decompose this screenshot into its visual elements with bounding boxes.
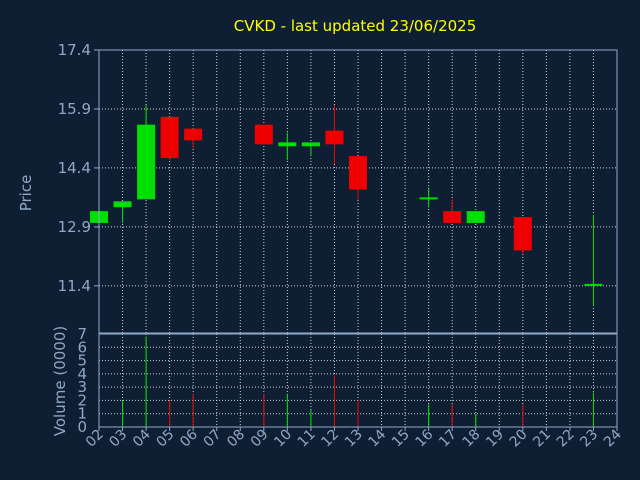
price-panel-frame — [98, 49, 618, 334]
day-tick-label: 15 — [389, 427, 413, 451]
volume-tick-label: 6 — [77, 338, 87, 356]
candle-body — [419, 197, 438, 200]
day-tick-label: 19 — [483, 427, 507, 451]
day-tick-label: 09 — [248, 427, 272, 451]
day-tick-label: 21 — [530, 427, 554, 451]
volume-axis-label: Volume (0000) — [51, 326, 69, 436]
candle-6 — [184, 128, 203, 149]
candle-4 — [137, 105, 156, 200]
candle-18 — [466, 211, 485, 223]
volume-tick-label: 2 — [77, 391, 87, 409]
price-axis-label: Price — [17, 175, 35, 212]
price-candles — [90, 105, 603, 306]
candle-11 — [301, 142, 320, 157]
day-ticks: 02 03 04 05 06 07 08 09 10 11 12 13 14 15 16 17 18 19 20 21… — [83, 426, 625, 450]
candle-10 — [278, 132, 297, 161]
day-tick-label: 11 — [295, 427, 319, 451]
day-tick-label: 13 — [342, 427, 366, 451]
candle-body — [278, 142, 297, 147]
candle-body — [584, 283, 603, 286]
candle-20 — [513, 217, 532, 255]
volume-tick-label: 1 — [77, 405, 87, 423]
candle-16 — [419, 187, 438, 208]
day-tick-label: 16 — [413, 426, 437, 450]
day-tick-label: 06 — [177, 426, 201, 450]
candle-13 — [349, 156, 367, 200]
day-tick-label: 20 — [507, 427, 531, 451]
candle-body — [466, 211, 485, 223]
day-tick-label: 18 — [460, 427, 484, 451]
day-tick-label: 04 — [130, 426, 154, 450]
day-tick-label: 07 — [201, 427, 225, 451]
volume-tick-label: 4 — [77, 365, 87, 383]
candle-body — [349, 156, 367, 190]
candle-23 — [584, 215, 603, 306]
day-tick-label: 05 — [154, 427, 178, 451]
price-tick-label: 11.4 — [58, 277, 91, 295]
candle-body — [137, 124, 156, 200]
day-tick-label: 14 — [365, 426, 389, 450]
day-tick-label: 08 — [224, 427, 248, 451]
price-tick-label: 12.9 — [58, 218, 91, 236]
day-tick-label: 24 — [601, 426, 625, 450]
candle-5 — [160, 116, 179, 161]
candle-body — [443, 211, 462, 223]
day-tick-label: 22 — [554, 427, 578, 451]
volume-tick-label: 7 — [77, 325, 87, 343]
candle-body — [325, 130, 344, 145]
price-tick-label: 15.9 — [58, 100, 91, 118]
price-tick-label: 14.4 — [58, 159, 91, 177]
candle-9 — [254, 124, 273, 145]
day-tick-label: 23 — [577, 427, 601, 451]
candle-body — [184, 128, 203, 141]
day-tick-label: 10 — [271, 427, 295, 451]
candle-body — [160, 116, 179, 159]
volume-tick-label: 5 — [77, 352, 87, 370]
candle-3 — [113, 201, 132, 223]
candle-body — [301, 142, 320, 147]
candle-12 — [325, 105, 344, 164]
candle-body — [254, 124, 273, 145]
day-tick-label: 12 — [318, 427, 342, 451]
volume-bars — [98, 336, 594, 427]
price-tick-label: 17.4 — [58, 41, 91, 59]
candle-body — [513, 217, 532, 251]
chart-title: CVKD - last updated 23/06/2025 — [234, 17, 477, 35]
day-tick-label: 03 — [106, 427, 130, 451]
price-ticks: 17.4 15.9 14.4 12.9 11.4 — [58, 41, 99, 295]
candle-body — [113, 201, 132, 208]
volume-tick-label: 3 — [77, 378, 87, 396]
day-axis-label: Day — [334, 460, 362, 476]
candle-17 — [443, 199, 462, 223]
day-tick-label: 17 — [436, 427, 460, 451]
volume-tick-label: 0 — [77, 418, 87, 436]
volume-panel-frame — [98, 333, 618, 428]
